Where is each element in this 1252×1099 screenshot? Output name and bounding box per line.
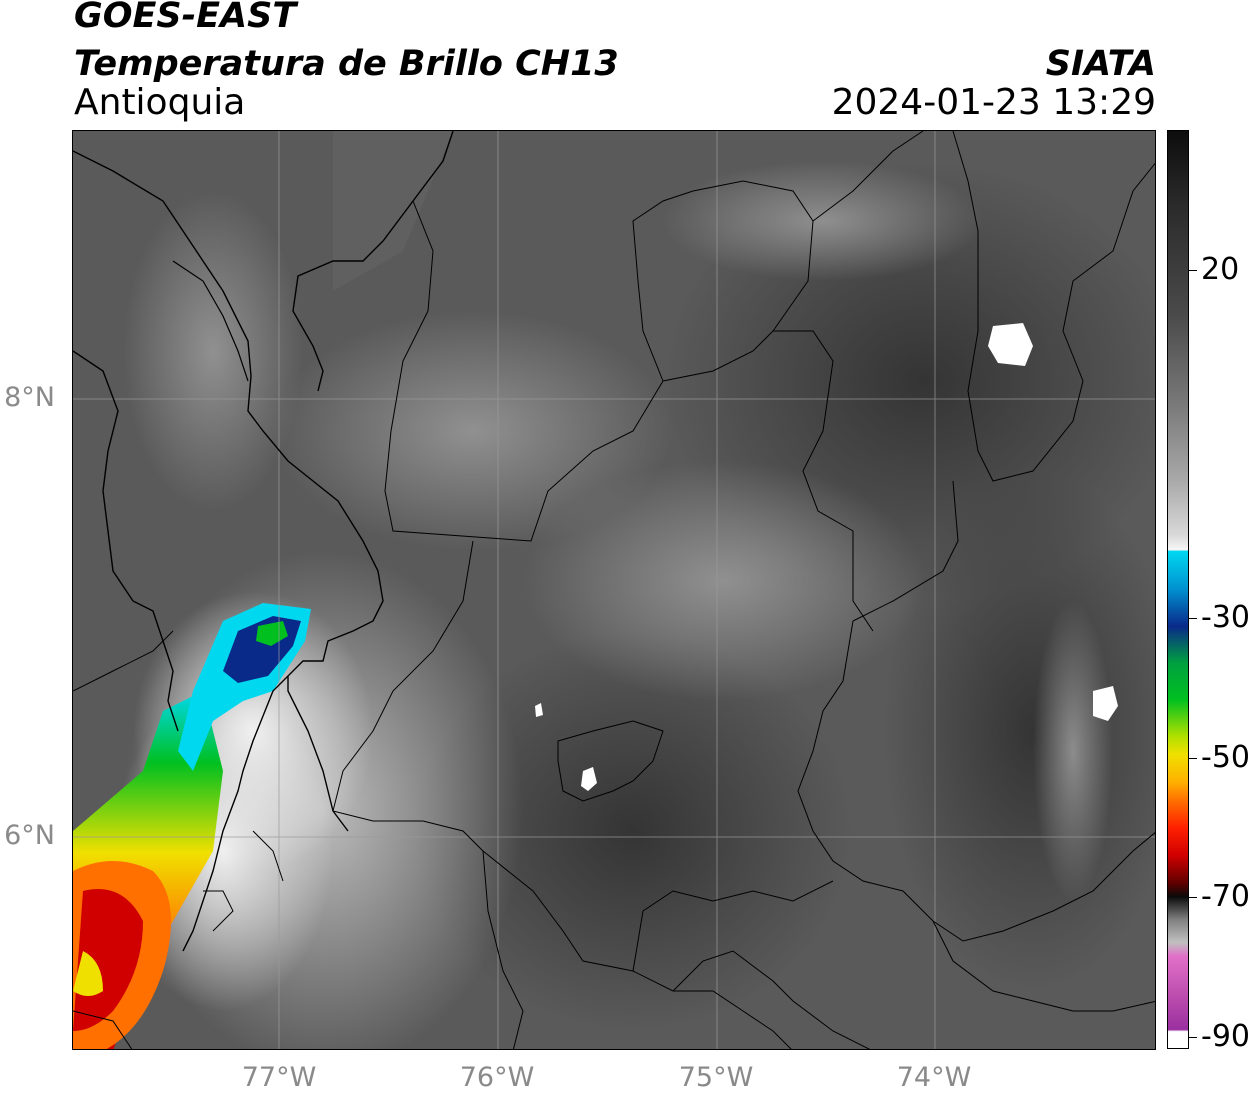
lon-label-74w: 74°W — [896, 1062, 972, 1093]
map-svg — [73, 131, 1155, 1049]
title-product: Temperatura de Brillo CH13 — [74, 44, 619, 84]
colorbar-label-minus50: -50 — [1201, 740, 1250, 775]
lat-label-6n: 6°N — [4, 820, 55, 851]
satellite-map[interactable] — [72, 130, 1156, 1050]
colorbar-tick — [1189, 758, 1197, 759]
colorbar-tick — [1189, 1037, 1197, 1038]
organization-label: SIATA — [1045, 44, 1156, 84]
colorbar-label-minus70: -70 — [1201, 879, 1250, 914]
colorbar-label-20: 20 — [1201, 252, 1240, 287]
datetime-label: 2024-01-23 13:29 — [831, 82, 1156, 123]
lon-label-77w: 77°W — [241, 1062, 317, 1093]
lon-label-75w: 75°W — [678, 1062, 754, 1093]
colorbar-label-minus90: -90 — [1201, 1019, 1250, 1054]
colorbar-label-minus30: -30 — [1201, 600, 1250, 635]
temperature-colorbar — [1167, 130, 1189, 1049]
colorbar-tick — [1189, 618, 1197, 619]
colorbar-tick — [1189, 897, 1197, 898]
colorbar-tick — [1189, 270, 1197, 271]
lat-label-8n: 8°N — [4, 382, 55, 413]
title-satellite: GOES-EAST — [74, 0, 297, 36]
region-label: Antioquia — [74, 82, 246, 123]
lon-label-76w: 76°W — [459, 1062, 535, 1093]
